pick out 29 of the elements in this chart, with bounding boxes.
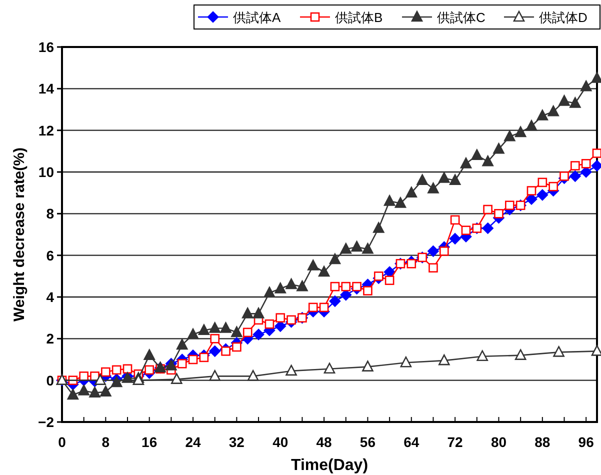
- y-tick-label: 6: [46, 247, 54, 264]
- legend-label: 供試体C: [437, 10, 486, 25]
- y-tick-label: 2: [46, 330, 54, 347]
- y-tick-label: 12: [38, 122, 54, 138]
- x-tick-label: 32: [228, 434, 245, 450]
- y-tick-label: 0: [46, 372, 54, 388]
- y-tick-label: 8: [46, 206, 54, 222]
- y-tick-label: 16: [38, 39, 54, 55]
- legend-label: 供試体B: [335, 10, 383, 25]
- y-tick-label: 14: [38, 80, 54, 97]
- y-tick-label: 4: [46, 289, 54, 305]
- x-tick-label: 56: [360, 434, 376, 450]
- x-tick-label: 80: [490, 434, 507, 450]
- x-tick-label: 8: [102, 434, 110, 450]
- y-axis-title: Weight decrease rate(%): [11, 148, 28, 322]
- x-tick-label: 40: [272, 434, 288, 450]
- x-tick-label: 0: [58, 434, 66, 450]
- y-tick-label: 10: [38, 164, 54, 180]
- x-tick-label: 72: [447, 434, 464, 450]
- x-tick-label: 96: [578, 434, 594, 450]
- y-tick-label: −2: [38, 414, 54, 430]
- x-tick-label: 16: [142, 434, 158, 450]
- x-tick-label: 48: [316, 434, 332, 450]
- x-tick-label: 88: [534, 434, 550, 450]
- legend-label: 供試体A: [233, 10, 281, 25]
- legend-label: 供試体D: [539, 10, 588, 25]
- x-tick-label: 24: [185, 434, 202, 450]
- x-axis-title: Time(Day): [290, 457, 368, 474]
- x-tick-label: 64: [404, 434, 420, 450]
